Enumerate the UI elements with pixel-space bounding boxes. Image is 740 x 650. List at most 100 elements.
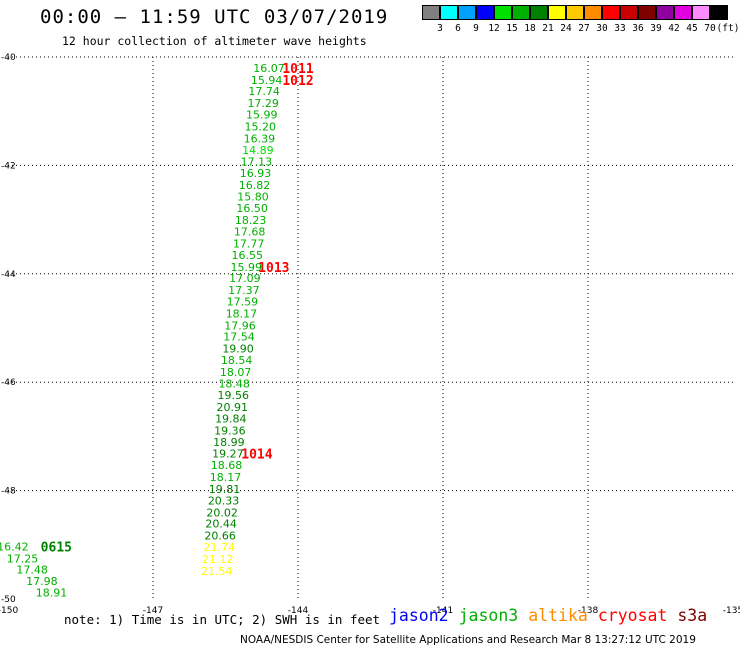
scale-swatch — [476, 5, 494, 20]
swh-label: 16.07 — [253, 62, 285, 75]
swh-label: 19.36 — [214, 424, 246, 437]
time-label: 1014 — [241, 448, 272, 463]
scale-label: 6 — [455, 23, 461, 34]
swh-label: 20.33 — [208, 494, 240, 507]
swh-label: 17.09 — [229, 272, 261, 285]
scale-label: 70 — [704, 23, 716, 34]
swh-label: 17.29 — [247, 97, 279, 110]
x-tick-label: -144 — [288, 606, 309, 616]
scale-swatch — [440, 5, 458, 20]
swh-label: 19.81 — [209, 483, 241, 496]
swh-label: 16.82 — [239, 179, 271, 192]
scale-swatch — [530, 5, 548, 20]
swh-label: 15.20 — [245, 120, 277, 133]
y-tick-label: -50 — [1, 595, 16, 605]
scale-swatch — [458, 5, 476, 20]
x-tick-label: -135 — [723, 606, 740, 616]
scale-label: 39 — [650, 23, 662, 34]
satellite-jason3: jason3 — [458, 606, 519, 625]
y-tick-label: -42 — [1, 161, 16, 171]
scale-label: 45 — [686, 23, 698, 34]
axis-tick-labels: -150 -147 -144 -141 -138 -135 -40 -42 -44 -46 -48 -… — [0, 53, 740, 616]
scale-label: 42 — [668, 23, 680, 34]
satellite-legend: jason2 jason3 altika cryosat s3a — [389, 606, 717, 625]
swh-label: 17.68 — [234, 226, 266, 239]
swh-label: 18.17 — [226, 307, 258, 320]
swh-label: 18.68 — [211, 459, 243, 472]
x-tick-label: -138 — [578, 606, 599, 616]
scale-swatch — [710, 5, 728, 20]
swh-label: 20.66 — [204, 530, 236, 543]
swh-label: 21.54 — [201, 565, 233, 578]
scale-label: 18 — [524, 23, 536, 34]
scale-label: (ft) — [716, 23, 740, 34]
swh-label: 17.96 — [224, 319, 256, 332]
scale-label: 33 — [614, 23, 626, 34]
swh-label: 15.99 — [231, 261, 263, 274]
swh-label: 17.74 — [248, 85, 280, 98]
scale-label: 36 — [632, 23, 644, 34]
swh-label: 19.90 — [222, 343, 254, 356]
swh-label: 18.48 — [218, 377, 250, 390]
scale-swatch — [638, 5, 656, 20]
swh-label: 17.59 — [227, 295, 259, 308]
swh-label: 19.27 — [212, 448, 244, 461]
footer-credit: NOAA/NESDIS Center for Satellite Applica… — [240, 634, 696, 646]
swh-label: 17.98 — [26, 575, 58, 588]
swh-label: 17.13 — [241, 156, 273, 169]
swh-label: 14.89 — [242, 144, 274, 157]
scale-swatch — [602, 5, 620, 20]
swh-label: 16.50 — [236, 202, 268, 215]
scale-label: 9 — [473, 23, 479, 34]
scale-swatch — [584, 5, 602, 20]
swh-label: 17.48 — [16, 564, 48, 577]
x-tick-label: -147 — [143, 606, 163, 616]
scale-label: 3 — [437, 23, 443, 34]
scale-swatch — [620, 5, 638, 20]
swh-label: 17.77 — [233, 237, 265, 250]
y-tick-label: -40 — [1, 53, 16, 63]
satellite-s3a: s3a — [677, 606, 708, 625]
swh-label: 20.44 — [205, 518, 237, 531]
scale-label: 30 — [596, 23, 608, 34]
swh-label: 18.54 — [221, 354, 253, 367]
satellite-cryosat: cryosat — [597, 606, 668, 625]
swh-label: 19.84 — [215, 413, 247, 426]
swh-label: 16.42 — [0, 540, 29, 553]
units-note: note: 1) Time is in UTC; 2) SWH is in fe… — [64, 612, 381, 627]
scale-swatch — [422, 5, 440, 20]
time-label: 1011 — [282, 62, 313, 77]
scale-swatch — [656, 5, 674, 20]
swh-label: 15.99 — [246, 108, 278, 121]
scale-swatch — [494, 5, 512, 20]
swh-label: 15.94 — [251, 74, 283, 87]
y-tick-label: -46 — [1, 378, 16, 388]
time-label: 0615 — [41, 540, 72, 555]
scale-label: 27 — [578, 23, 590, 34]
y-tick-label: -48 — [1, 487, 16, 497]
chart-title: 00:00 — 11:59 UTC 03/07/2019 — [40, 6, 389, 28]
scale-swatch — [548, 5, 566, 20]
swh-label: 16.55 — [232, 249, 264, 262]
scale-swatch — [674, 5, 692, 20]
swh-label: 17.37 — [228, 284, 260, 297]
x-tick-label: -141 — [433, 606, 453, 616]
swh-label: 21.12 — [202, 553, 234, 566]
swh-label: 18.23 — [235, 214, 267, 227]
swh-label: 15.80 — [237, 190, 269, 203]
swh-label: 21.74 — [203, 541, 235, 554]
swh-label: 17.54 — [223, 331, 255, 344]
scale-label: 15 — [506, 23, 518, 34]
swh-label: 18.07 — [220, 366, 252, 379]
y-tick-label: -44 — [1, 270, 16, 280]
scale-label: 12 — [488, 23, 500, 34]
swh-label: 18.99 — [213, 436, 245, 449]
swh-label: 18.17 — [210, 471, 242, 484]
satellite-jason2: jason2 — [389, 606, 449, 625]
scale-swatch — [566, 5, 584, 20]
satellite-altika: altika — [528, 606, 588, 625]
swh-label: 17.25 — [7, 552, 39, 565]
time-label: 1012 — [282, 74, 313, 89]
